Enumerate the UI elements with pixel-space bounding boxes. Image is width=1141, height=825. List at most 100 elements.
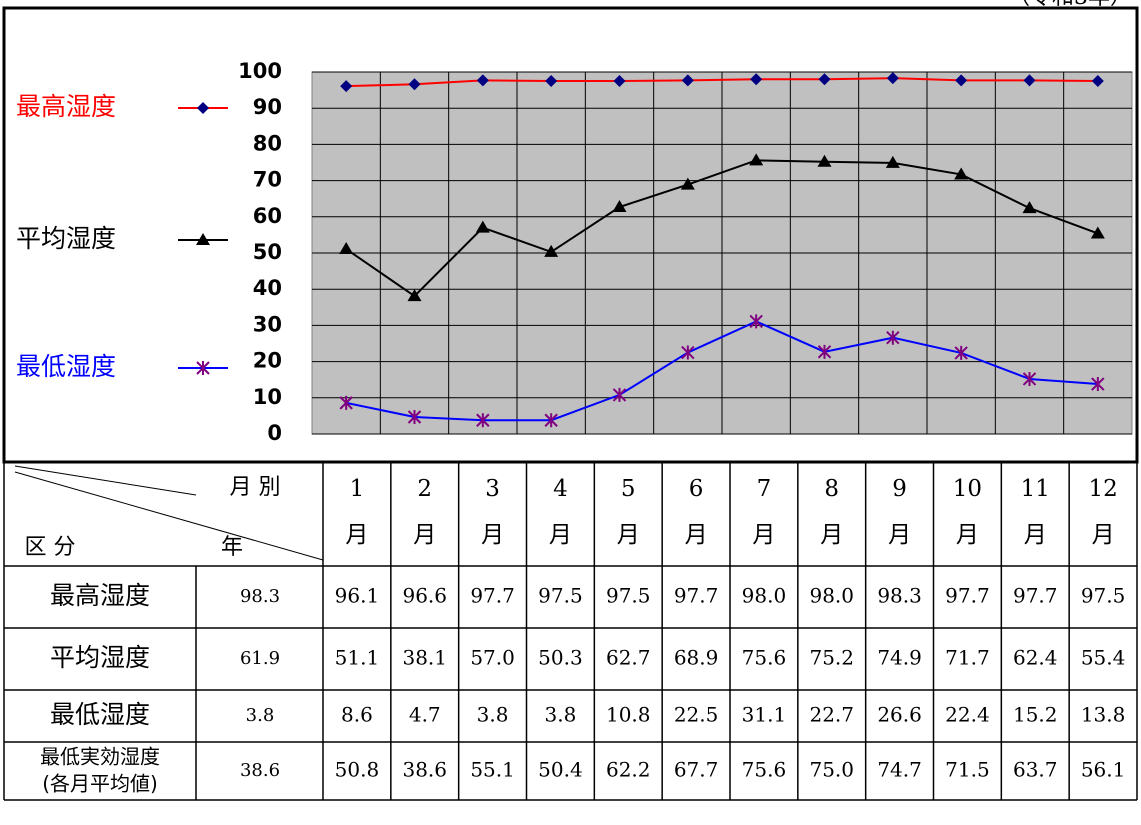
- row-label: 平均湿度: [50, 643, 150, 672]
- year-value: 3.8: [246, 705, 275, 726]
- cell-value: 31.1: [742, 703, 787, 727]
- marker: [339, 242, 354, 255]
- row-label: (各月平均値): [42, 772, 158, 796]
- year-value: 38.6: [240, 760, 280, 781]
- y-tick-label: 90: [253, 95, 282, 119]
- cell-value: 3.8: [545, 703, 577, 727]
- marker: [1023, 74, 1036, 87]
- marker: [612, 200, 627, 213]
- row-label: 最高湿度: [50, 581, 150, 610]
- cell-value: 75.6: [742, 646, 787, 670]
- marker: [954, 167, 969, 180]
- y-tick-label: 30: [253, 312, 282, 336]
- cell-value: 71.7: [945, 646, 990, 670]
- cell-value: 97.5: [606, 584, 651, 608]
- cell-value: 10.8: [606, 703, 651, 727]
- diagonal: [14, 465, 197, 496]
- cell-value: 38.6: [402, 758, 447, 782]
- cell-value: 22.5: [674, 703, 719, 727]
- month-number: 4: [553, 476, 568, 502]
- month-unit: 月: [820, 522, 843, 548]
- month-unit: 月: [413, 522, 436, 548]
- cell-value: 22.4: [945, 703, 990, 727]
- cell-value: 55.4: [1081, 646, 1126, 670]
- cell-value: 96.6: [402, 584, 447, 608]
- cell-value: 98.0: [809, 584, 854, 608]
- y-tick-label: 70: [253, 168, 282, 192]
- marker: [545, 75, 558, 88]
- series-line: [345, 159, 1099, 298]
- marker: [885, 155, 900, 168]
- y-tick-label: 100: [238, 59, 282, 83]
- month-unit: 月: [1024, 522, 1047, 548]
- month-unit: 月: [1092, 522, 1115, 548]
- cell-value: 55.1: [470, 758, 515, 782]
- cell-value: 26.6: [877, 703, 922, 727]
- cell-value: 50.8: [335, 758, 380, 782]
- header-category: 区 分: [25, 535, 76, 560]
- legend-label: 最高湿度: [16, 92, 116, 121]
- month-number: 9: [892, 476, 907, 502]
- marker: [1090, 226, 1105, 239]
- cell-value: 97.5: [1081, 584, 1126, 608]
- cell-value: 38.1: [402, 646, 447, 670]
- cell-value: 62.7: [606, 646, 651, 670]
- cell-value: 8.6: [341, 703, 373, 727]
- legend-label: 最低湿度: [16, 352, 116, 381]
- cell-value: 67.7: [674, 758, 719, 782]
- y-tick-label: 50: [253, 240, 282, 264]
- marker: [886, 330, 900, 345]
- marker: [749, 153, 764, 166]
- cell-value: 96.1: [335, 584, 380, 608]
- cell-value: 68.9: [674, 646, 719, 670]
- marker: [886, 72, 899, 85]
- month-number: 1: [350, 476, 365, 502]
- y-tick-label: 80: [253, 131, 282, 155]
- marker: [340, 80, 353, 93]
- y-tick-label: 60: [253, 204, 282, 228]
- diagonal: [14, 471, 324, 561]
- cell-value: 63.7: [1013, 758, 1058, 782]
- cell-value: 97.7: [674, 584, 719, 608]
- cell-value: 62.4: [1013, 646, 1058, 670]
- cell-value: 75.6: [742, 758, 787, 782]
- series-line: [346, 77, 1098, 88]
- marker: [1022, 201, 1037, 214]
- series-line: [345, 320, 1098, 422]
- marker: [197, 102, 209, 114]
- cell-value: 4.7: [409, 703, 441, 727]
- y-tick-label: 20: [253, 349, 282, 373]
- y-tick-label: 40: [253, 276, 282, 300]
- cell-value: 62.2: [606, 758, 651, 782]
- legend-label: 平均湿度: [16, 224, 116, 253]
- cell-value: 97.7: [1013, 584, 1058, 608]
- marker: [1091, 75, 1104, 88]
- cell-value: 98.0: [742, 584, 787, 608]
- cell-value: 97.7: [945, 584, 990, 608]
- y-tick-label: 10: [253, 385, 282, 409]
- marker: [613, 75, 626, 88]
- marker: [408, 78, 421, 91]
- month-unit: 月: [617, 522, 640, 548]
- cell-value: 15.2: [1013, 703, 1058, 727]
- month-number: 3: [485, 476, 500, 502]
- marker: [817, 344, 832, 359]
- month-number: 5: [621, 476, 636, 502]
- cell-value: 56.1: [1081, 758, 1126, 782]
- cell-value: 74.9: [877, 646, 922, 670]
- month-unit: 月: [685, 522, 708, 548]
- marker: [544, 244, 559, 257]
- marker: [196, 361, 210, 375]
- marker: [681, 345, 695, 360]
- cell-value: 74.7: [877, 758, 922, 782]
- cell-value: 13.8: [1081, 703, 1126, 727]
- year-value: 61.9: [240, 648, 280, 669]
- cell-value: 75.2: [809, 646, 854, 670]
- cell-value: 97.7: [470, 584, 515, 608]
- month-unit: 月: [481, 522, 504, 548]
- month-number: 7: [757, 476, 772, 502]
- marker: [955, 74, 968, 87]
- month-unit: 月: [345, 522, 368, 548]
- header-month: 月 別: [230, 475, 281, 500]
- cell-value: 22.7: [809, 703, 854, 727]
